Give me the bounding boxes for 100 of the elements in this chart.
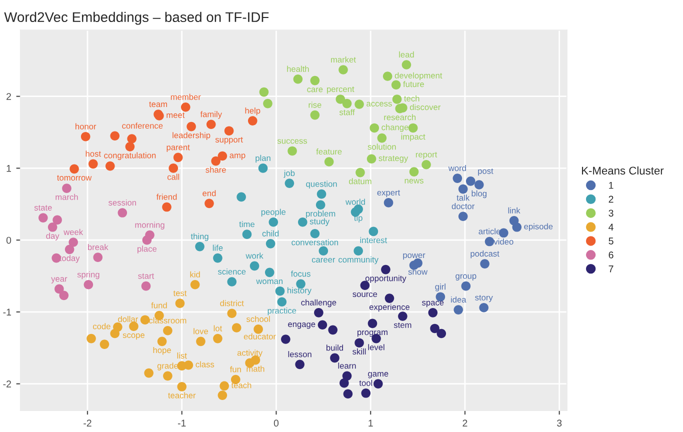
data-label: teacher bbox=[168, 392, 196, 398]
point bbox=[110, 131, 120, 141]
point bbox=[384, 198, 394, 208]
data-label: staff bbox=[339, 109, 355, 116]
point bbox=[461, 281, 471, 291]
x-tick-label: 0 bbox=[274, 420, 279, 427]
point bbox=[422, 160, 431, 170]
data-label: learn bbox=[338, 362, 356, 369]
y-tick-label: 1 bbox=[6, 165, 11, 172]
point bbox=[428, 308, 438, 318]
data-label: list bbox=[177, 352, 187, 359]
data-label: tomorrow bbox=[57, 175, 92, 181]
point bbox=[366, 154, 376, 164]
legend-label: 4 bbox=[608, 224, 614, 230]
point bbox=[195, 242, 204, 252]
point bbox=[162, 202, 172, 212]
point bbox=[220, 381, 229, 391]
data-label: discover bbox=[410, 104, 441, 110]
point bbox=[370, 123, 380, 133]
data-label: episode bbox=[524, 223, 553, 232]
point bbox=[288, 146, 297, 156]
data-label: strategy bbox=[378, 156, 408, 163]
legend-label: 1 bbox=[609, 182, 614, 189]
data-label: leadership bbox=[172, 132, 210, 140]
data-label: source bbox=[352, 292, 378, 298]
data-label: fun bbox=[230, 366, 241, 372]
data-label: friend bbox=[156, 194, 177, 200]
point bbox=[204, 198, 214, 208]
point bbox=[338, 65, 348, 74]
data-label: time bbox=[239, 221, 254, 228]
data-label: meet bbox=[166, 112, 185, 118]
point bbox=[129, 322, 138, 331]
data-label: podcast bbox=[470, 250, 500, 258]
data-label: research bbox=[384, 114, 416, 120]
legend-label: 5 bbox=[608, 238, 614, 244]
point bbox=[175, 298, 185, 308]
point bbox=[38, 213, 48, 222]
point bbox=[100, 340, 110, 349]
point bbox=[110, 328, 120, 338]
point bbox=[80, 132, 90, 142]
data-label: market bbox=[331, 56, 356, 63]
data-label: math bbox=[246, 366, 264, 372]
point bbox=[324, 157, 334, 166]
data-label: career bbox=[312, 258, 336, 263]
point bbox=[268, 217, 278, 227]
data-label: woman bbox=[256, 280, 283, 284]
point bbox=[342, 371, 352, 381]
point bbox=[298, 217, 308, 227]
point bbox=[382, 72, 392, 81]
point bbox=[206, 120, 216, 130]
point bbox=[275, 286, 285, 296]
data-label: host bbox=[86, 150, 101, 157]
data-label: show bbox=[408, 268, 428, 275]
data-label: code bbox=[93, 323, 110, 330]
data-label: state bbox=[34, 205, 52, 211]
data-label: dollar bbox=[118, 316, 138, 322]
point bbox=[118, 208, 128, 218]
data-label: access bbox=[366, 102, 392, 106]
data-label: datum bbox=[348, 178, 372, 184]
point bbox=[452, 174, 462, 183]
data-label: history bbox=[288, 287, 312, 295]
data-label: level bbox=[368, 344, 384, 350]
data-label: support bbox=[215, 137, 243, 144]
data-label: teach bbox=[231, 382, 252, 388]
data-label: report bbox=[416, 152, 438, 160]
point bbox=[248, 116, 258, 126]
data-label: article bbox=[478, 228, 500, 234]
point bbox=[466, 176, 476, 186]
point bbox=[512, 222, 522, 232]
chart-title: Word2Vec Embeddings – based on TF-IDF bbox=[4, 12, 269, 25]
point bbox=[184, 360, 194, 370]
data-label: blog bbox=[472, 190, 486, 198]
point bbox=[168, 164, 178, 173]
point bbox=[408, 123, 418, 133]
point bbox=[336, 94, 346, 104]
data-label: educator bbox=[244, 333, 276, 340]
data-label: spring bbox=[77, 271, 100, 280]
point bbox=[163, 326, 172, 336]
point bbox=[318, 246, 328, 256]
legend-label: 2 bbox=[608, 196, 614, 203]
point bbox=[177, 382, 187, 392]
data-label: class bbox=[196, 361, 214, 368]
data-label: story bbox=[475, 294, 493, 302]
point bbox=[258, 164, 268, 173]
data-label: health bbox=[287, 66, 309, 72]
point bbox=[218, 390, 228, 400]
data-label: science bbox=[218, 268, 246, 275]
data-label: success bbox=[277, 139, 308, 144]
data-label: news bbox=[404, 178, 424, 184]
point bbox=[391, 80, 401, 90]
point bbox=[281, 334, 290, 344]
data-label: world bbox=[346, 198, 365, 205]
data-label: member bbox=[170, 94, 201, 100]
point bbox=[381, 264, 390, 274]
point bbox=[342, 98, 352, 108]
data-label: idea bbox=[451, 296, 466, 303]
data-label: honor bbox=[76, 123, 96, 130]
data-label: focus bbox=[290, 270, 310, 277]
y-tick-label: -2 bbox=[3, 380, 11, 388]
point bbox=[48, 222, 58, 232]
